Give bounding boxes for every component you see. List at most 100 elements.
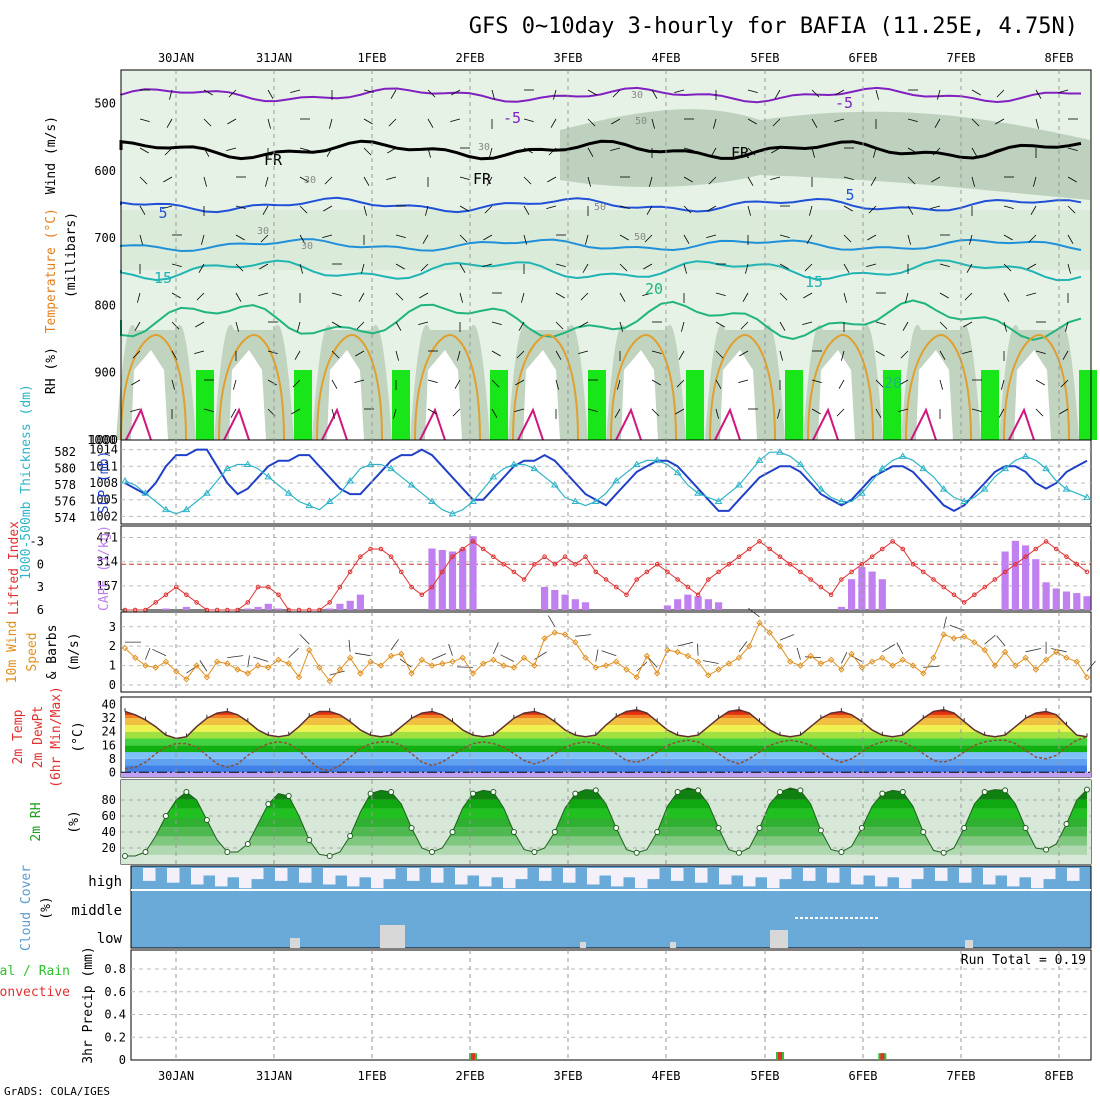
cape-bar-13: [254, 606, 262, 610]
wind-point-23: [357, 670, 364, 677]
barb-13-10: [555, 379, 559, 390]
barb-24-3: [907, 176, 916, 185]
rh-point-28: [408, 825, 415, 831]
rh-point-48: [613, 825, 620, 831]
cloud-high-gap-47: [695, 868, 708, 883]
wind-point-32: [449, 658, 456, 665]
barb-6-9: [331, 350, 340, 359]
cloud-high-gap-74: [1019, 868, 1032, 878]
sfc-barb-82: [949, 624, 965, 631]
rh-stripe-2: [125, 836, 1087, 846]
barb-13-3: [547, 176, 557, 183]
warm-loop-1: [223, 407, 250, 441]
barb-9-4: [425, 205, 429, 216]
barb-27-6: [1003, 263, 1012, 272]
barb-6-2: [326, 147, 333, 157]
wind-point-59: [725, 660, 733, 667]
barb-0-8: [134, 321, 141, 331]
cloud-high-gap-9: [239, 868, 252, 889]
contour-label-17: 50: [634, 232, 646, 243]
li-point-15: [276, 592, 281, 598]
bottom-date-2: 1FEB: [358, 1069, 387, 1083]
theta-loop-6: [709, 333, 776, 441]
p3-lefttick-3: 6: [37, 603, 44, 617]
barb-9-5: [422, 234, 429, 244]
li-point-14: [266, 584, 271, 590]
thickness-point-72: [857, 489, 866, 496]
barb-22-11: [836, 408, 845, 417]
barb-8-5: [395, 234, 406, 238]
barb-2-5: [201, 234, 205, 245]
wind-point-93: [1073, 658, 1081, 665]
thickness-point-46: [591, 497, 600, 504]
barb-1-4: [162, 205, 173, 209]
p2-top-label: 1000: [89, 433, 118, 447]
thickness-point-14: [264, 472, 273, 480]
barb-29-2: [1067, 147, 1078, 151]
barb-17-3: [683, 176, 693, 183]
barb-21-10: [811, 379, 822, 383]
li-point-62: [757, 539, 762, 544]
barb-11-9: [491, 350, 501, 357]
thickness-point-12: [243, 460, 252, 468]
sfc-barb-66: [796, 647, 801, 660]
barb-24-9: [900, 350, 909, 359]
cloud-high-gap-8: [227, 868, 240, 878]
contour-label-1: -5: [835, 94, 853, 112]
li-point-57: [706, 577, 711, 582]
barb-15-11: [614, 408, 621, 418]
barb-23-8: [875, 321, 886, 325]
temp-stripe-6: [125, 731, 1087, 739]
rh-mid-band: [121, 210, 1091, 270]
barb-28-4: [1030, 205, 1037, 215]
wind-point-43: [561, 631, 569, 638]
barb-29-5: [1067, 234, 1074, 244]
sfc-barb-44: [575, 634, 592, 637]
barb-25-9: [939, 350, 946, 360]
wind-point-58: [715, 666, 722, 673]
rh-point-94: [1084, 786, 1090, 793]
ua-ytick-2: 700: [94, 231, 116, 245]
barb-20-5: [779, 234, 790, 238]
thickness-point-28: [407, 481, 416, 488]
cloud-high-gap-32: [515, 868, 528, 880]
rh-point-40: [531, 849, 538, 855]
barb-6-1: [329, 118, 333, 129]
dry-core-0: [131, 350, 168, 440]
cape-bar-4: [162, 608, 170, 610]
top-date-8: 7FEB: [947, 51, 976, 65]
li-point-88: [1023, 554, 1028, 560]
sfc-barb-42: [547, 615, 556, 627]
barb-9-11: [427, 408, 437, 415]
thickness-point-10: [223, 464, 232, 472]
barb-3-0: [228, 89, 237, 98]
cape-bar-32: [448, 551, 457, 610]
p3-lefttick-1: 0: [37, 557, 44, 571]
li-point-56: [695, 592, 701, 598]
li-point-25: [378, 546, 384, 552]
wind-point-8: [203, 673, 211, 681]
cloud-high-gap-29: [479, 868, 492, 887]
thickness-slp-ticks: 582 580 578 576 574 1014 1011 1008 1005 1002 1000: [54, 433, 118, 525]
cape-bar-91: [1052, 588, 1060, 610]
wind-point-49: [623, 666, 630, 673]
barb-19-2: [747, 147, 756, 156]
barb-1-1: [166, 118, 173, 128]
barb-20-3: [770, 176, 781, 180]
barb-27-7: [1003, 292, 1010, 302]
barb-27-1: [995, 118, 1005, 125]
barb-18-8: [715, 321, 725, 328]
contour-label-10: 30: [631, 90, 643, 101]
ua-ytick-3: 800: [94, 298, 116, 312]
ua-temp-label: Temperature (°C): [44, 208, 59, 333]
wind-speed-line: [124, 622, 1088, 682]
li-point-53: [665, 569, 670, 575]
barb-10-6: [459, 263, 466, 273]
contour-label-7: 15: [154, 269, 172, 287]
barb-4-9: [267, 350, 278, 354]
barb-14-1: [587, 118, 596, 127]
barb-14-8: [579, 321, 589, 328]
ua-ytick-1: 600: [94, 164, 116, 178]
cloud-low-3: [965, 940, 973, 948]
p2-lefttick-3: 576: [54, 494, 76, 508]
